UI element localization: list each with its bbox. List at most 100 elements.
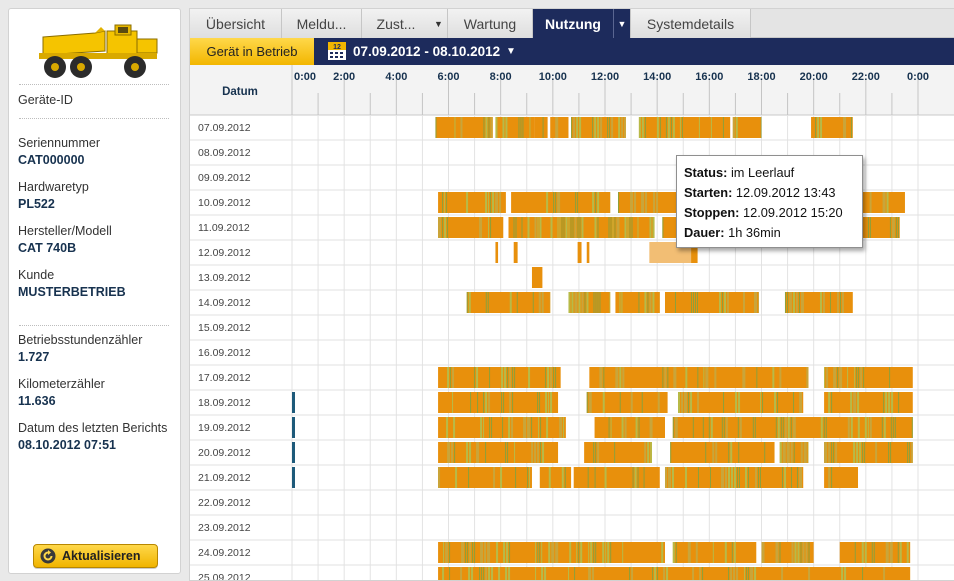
idle-stripe	[584, 292, 586, 313]
idle-stripe	[873, 542, 875, 563]
idle-stripe	[736, 467, 738, 488]
idle-stripe	[455, 467, 458, 488]
usage-marker	[292, 467, 295, 488]
idle-stripe	[541, 292, 544, 313]
idle-stripe	[850, 392, 853, 413]
usage-block-active	[577, 242, 582, 263]
idle-stripe	[826, 367, 829, 388]
usage-block	[586, 392, 668, 413]
idle-stripe	[656, 117, 659, 138]
time-tick-label: 6:00	[437, 71, 459, 83]
idle-stripe	[561, 217, 563, 238]
idle-stripe	[503, 392, 505, 413]
device-in-operation-button[interactable]: Gerät in Betrieb	[190, 38, 314, 65]
idle-stripe	[645, 192, 648, 213]
idle-stripe	[738, 467, 740, 488]
tooltip-duration-row: Dauer: 1h 36min	[684, 223, 855, 243]
usage-block	[594, 417, 665, 438]
idle-stripe	[588, 567, 592, 580]
idle-stripe	[854, 542, 856, 563]
usage-block	[438, 567, 911, 580]
idle-stripe	[909, 442, 911, 463]
idle-stripe	[461, 542, 465, 563]
idle-stripe	[850, 417, 853, 438]
idle-stripe	[663, 567, 666, 580]
idle-stripe	[490, 192, 492, 213]
idle-stripe	[748, 567, 750, 580]
idle-stripe	[485, 192, 488, 213]
idle-stripe	[447, 367, 450, 388]
idle-stripe	[572, 217, 574, 238]
idle-stripe	[800, 292, 804, 313]
idle-stripe	[681, 392, 684, 413]
tab-status-dropdown-icon[interactable]: ▼	[430, 9, 448, 38]
idle-stripe	[762, 392, 764, 413]
time-tick-label: 14:00	[643, 71, 671, 83]
idle-stripe	[597, 442, 600, 463]
idle-stripe	[690, 292, 692, 313]
date-range[interactable]: 07.09.2012 - 08.10.2012	[353, 44, 501, 59]
tab-overview[interactable]: Übersicht	[190, 9, 282, 38]
idle-stripe	[800, 542, 802, 563]
time-tick-label: 8:00	[490, 71, 512, 83]
idle-stripe	[859, 442, 862, 463]
idle-stripe	[505, 117, 508, 138]
usage-marker	[292, 442, 295, 463]
idle-stripe	[575, 192, 577, 213]
tooltip-status-value: im Leerlauf	[730, 165, 795, 180]
idle-stripe	[780, 417, 782, 438]
time-tick-label: 0:00	[907, 71, 929, 83]
idle-stripe	[885, 542, 889, 563]
tab-status[interactable]: Zust...	[362, 9, 430, 38]
idle-stripe	[631, 217, 633, 238]
date-range-dropdown-icon[interactable]: ▼	[506, 46, 516, 57]
idle-stripe	[649, 292, 652, 313]
idle-stripe	[483, 117, 485, 138]
idle-stripe	[670, 442, 672, 463]
idle-stripe	[705, 367, 709, 388]
idle-stripe	[690, 392, 693, 413]
tab-messages[interactable]: Meldu...	[282, 9, 362, 38]
idle-stripe	[454, 442, 456, 463]
tab-maintenance[interactable]: Wartung	[448, 9, 533, 38]
idle-stripe	[555, 367, 557, 388]
idle-stripe	[652, 217, 655, 238]
usage-block	[550, 117, 569, 138]
idle-stripe	[657, 392, 660, 413]
idle-stripe	[624, 117, 626, 138]
idle-stripe	[820, 417, 823, 438]
idle-stripe	[702, 567, 704, 580]
idle-stripe	[529, 117, 531, 138]
idle-stripe	[752, 417, 754, 438]
tab-usage[interactable]: Nutzung	[533, 9, 613, 38]
tab-label: Systemdetails	[646, 15, 735, 32]
idle-stripe	[603, 367, 605, 388]
idle-stripe	[794, 542, 797, 563]
tab-system-details[interactable]: Systemdetails	[631, 9, 751, 38]
idle-stripe	[509, 367, 512, 388]
idle-stripe	[610, 217, 612, 238]
idle-stripe	[479, 217, 483, 238]
idle-stripe	[761, 542, 765, 563]
idle-stripe	[783, 467, 786, 488]
refresh-button[interactable]: Aktualisieren	[33, 544, 158, 568]
idle-stripe	[541, 542, 543, 563]
tab-usage-dropdown-icon[interactable]: ▼	[613, 9, 631, 38]
idle-stripe	[495, 117, 498, 138]
idle-stripe	[515, 217, 517, 238]
idle-stripe	[568, 217, 570, 238]
idle-stripe	[861, 542, 864, 563]
idle-stripe	[485, 292, 487, 313]
idle-stripe	[824, 367, 826, 388]
idle-stripe	[802, 542, 805, 563]
idle-stripe	[835, 442, 838, 463]
usage-block	[511, 192, 611, 213]
idle-stripe	[800, 442, 803, 463]
tooltip-start-label: Starten:	[684, 185, 733, 200]
calendar-icon[interactable]: 12	[328, 42, 346, 60]
idle-stripe	[551, 542, 555, 563]
idle-stripe	[647, 292, 649, 313]
idle-stripe	[781, 467, 783, 488]
tooltip-stop-row: Stoppen: 12.09.2012 15:20	[684, 203, 855, 223]
idle-stripe	[590, 542, 593, 563]
